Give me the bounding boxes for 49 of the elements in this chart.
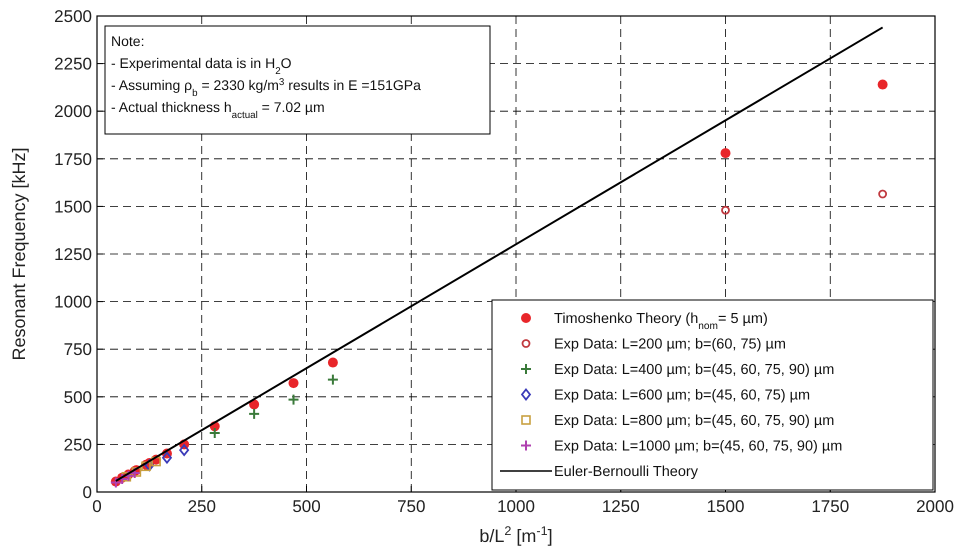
y-axis-title: Resonant Frequency [kHz] [9, 147, 29, 361]
y-tick-label: 2250 [54, 54, 92, 74]
y-tick-label: 2000 [54, 102, 92, 122]
x-axis-title: b/L$^{2}$ [m$^{-1}$] [479, 524, 553, 546]
point [248, 408, 260, 420]
y-tick-label: 1750 [54, 150, 92, 169]
y-tick-label: 500 [64, 388, 92, 407]
y-tick-label: 1000 [54, 292, 92, 312]
legend-label: Timoshenko Theory (h$_{nom}$= 5 µm) [554, 311, 768, 332]
x-tick-label: 1750 [811, 497, 850, 516]
annotation: - Experimental data is in H$_{2}$O [111, 55, 292, 76]
x-tick-label: 500 [292, 497, 321, 516]
point [721, 206, 730, 215]
x-tick-label: 750 [397, 497, 426, 516]
y-tick-label: 2500 [54, 7, 92, 26]
point [326, 374, 339, 386]
annotation: - Assuming ρ$_{b}$ = 2330 kg/m$^{3}$ results in E =151GPa [111, 76, 422, 98]
point [179, 444, 190, 456]
point [122, 470, 134, 482]
legend-label: Euler-Bernoulli Theory [554, 464, 699, 480]
point [128, 466, 141, 479]
point [878, 190, 888, 198]
legend-label: Exp Data: L=200 µm; b=(60, 75) µm [554, 336, 786, 352]
y-tick-label: 1250 [54, 245, 92, 264]
y-tick-label: 250 [64, 435, 92, 454]
point [288, 394, 300, 406]
legend-label: Exp Data: L=1000 µm; b=(45, 60, 75, 90) µm [554, 438, 842, 454]
y-tick-label: 750 [64, 340, 92, 360]
point [162, 452, 172, 464]
legend-label: Exp Data: L=600 µm; b=(45, 60, 75) µm [554, 388, 810, 404]
legend-label: Exp Data: L=400 µm; b=(45, 60, 75, 90) µm [554, 362, 834, 378]
point [878, 80, 888, 90]
annotation: Note: [111, 33, 144, 49]
y-tick-label: 1500 [54, 197, 92, 216]
point [116, 473, 128, 486]
point [144, 459, 154, 472]
point [328, 358, 338, 368]
legend-label: Exp Data: L=800 µm; b=(45, 60, 75, 90) µm [554, 413, 834, 429]
x-tick-label: 2000 [916, 497, 954, 516]
point [288, 378, 299, 388]
point [720, 148, 730, 158]
x-tick-label: 1250 [602, 497, 640, 516]
x-tick-label: 1500 [706, 497, 744, 516]
x-tick-label: 1000 [497, 497, 535, 516]
annotation: - Actual thickness h$_{actual}$ = 7.02 µm [111, 99, 325, 120]
x-tick-label: 250 [188, 497, 216, 516]
point [208, 426, 221, 439]
y-tick-label: 0 [82, 483, 92, 502]
point [122, 472, 132, 482]
